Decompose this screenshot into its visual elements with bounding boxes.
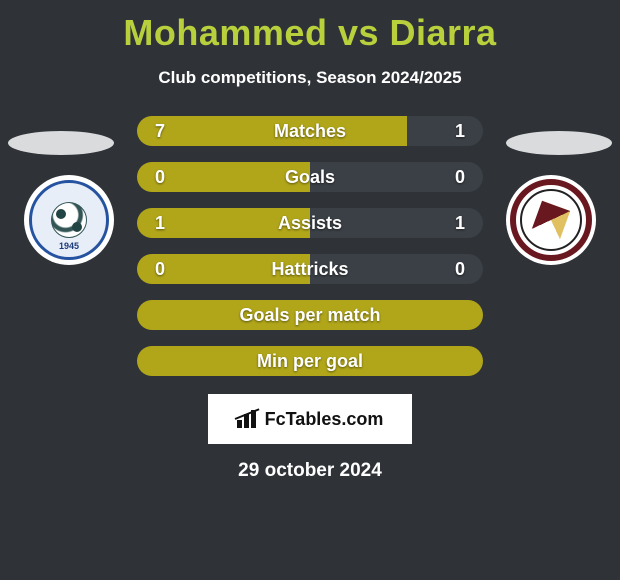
team-right-logo xyxy=(506,175,596,265)
stat-left-value: 0 xyxy=(141,162,179,192)
stat-bar: 00Hattricks xyxy=(137,254,483,284)
stats-bars: 71Matches00Goals11Assists00HattricksGoal… xyxy=(137,116,483,376)
title-vs: vs xyxy=(338,12,379,53)
team-left-logo: 1945 xyxy=(24,175,114,265)
watermark: FcTables.com xyxy=(208,394,412,444)
player-right-name: Diarra xyxy=(390,12,497,53)
stat-right-value: 1 xyxy=(441,116,479,146)
page-title: Mohammed vs Diarra xyxy=(0,0,620,54)
team-left-crest: 1945 xyxy=(29,180,109,260)
stat-left-value: 7 xyxy=(141,116,179,146)
team-right-crest xyxy=(510,179,592,261)
stat-right-value: 1 xyxy=(441,208,479,238)
player-right-ellipse xyxy=(506,131,612,155)
stat-left-value: 0 xyxy=(141,254,179,284)
stat-bar-left-segment xyxy=(137,346,483,376)
stat-bar-left-segment xyxy=(137,300,483,330)
soccer-ball-icon xyxy=(51,202,87,238)
stat-left-value: 1 xyxy=(141,208,179,238)
player-left-ellipse xyxy=(8,131,114,155)
date-label: 29 october 2024 xyxy=(0,460,620,482)
stat-bar: 11Assists xyxy=(137,208,483,238)
stat-bar: Goals per match xyxy=(137,300,483,330)
bar-chart-icon xyxy=(237,410,259,428)
player-left-name: Mohammed xyxy=(123,12,327,53)
watermark-text: FcTables.com xyxy=(265,409,384,430)
team-left-year: 1945 xyxy=(59,241,79,251)
stat-right-value: 0 xyxy=(441,254,479,284)
stat-right-value: 0 xyxy=(441,162,479,192)
stat-bar: Min per goal xyxy=(137,346,483,376)
stat-bar: 00Goals xyxy=(137,162,483,192)
subtitle: Club competitions, Season 2024/2025 xyxy=(0,68,620,88)
stat-bar: 71Matches xyxy=(137,116,483,146)
